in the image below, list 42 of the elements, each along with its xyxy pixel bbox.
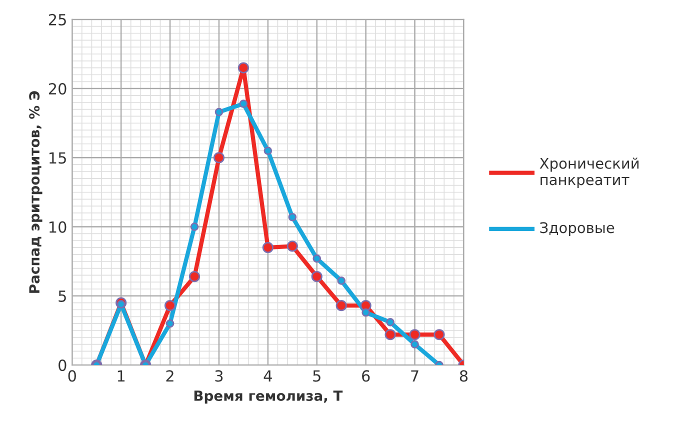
x-tick-label: 8 xyxy=(460,370,468,382)
y-axis-title: Распад эритроцитов, % Э xyxy=(29,91,42,293)
point xyxy=(410,340,419,348)
point xyxy=(213,152,225,164)
y-tick-label: 25 xyxy=(48,14,66,26)
point xyxy=(190,222,199,231)
y-tick-label: 10 xyxy=(50,221,66,233)
point xyxy=(262,242,274,254)
x-tick-label: 6 xyxy=(362,370,370,382)
point xyxy=(264,146,272,155)
point xyxy=(166,319,174,328)
point xyxy=(239,100,248,108)
point xyxy=(286,240,298,252)
x-tick-label: 3 xyxy=(215,370,223,382)
point xyxy=(164,300,176,312)
point xyxy=(336,300,347,312)
point xyxy=(384,329,396,340)
point xyxy=(312,254,322,263)
y-tick-label: 20 xyxy=(48,83,66,95)
point xyxy=(386,318,394,326)
point xyxy=(362,308,370,317)
point xyxy=(337,276,346,285)
point xyxy=(288,212,297,222)
x-tick-label: 5 xyxy=(313,370,320,382)
point xyxy=(188,271,200,282)
x-axis-title: Время гемолиза, Т xyxy=(194,390,343,404)
x-tick-label: 1 xyxy=(118,370,125,382)
y-tick-label: 15 xyxy=(50,152,66,164)
legend-label: Здоровые xyxy=(540,222,614,236)
point xyxy=(214,108,224,116)
point xyxy=(434,329,445,340)
point xyxy=(409,329,420,340)
point xyxy=(116,300,126,308)
x-tick-label: 2 xyxy=(166,370,174,382)
point xyxy=(238,62,250,74)
x-tick-label: 4 xyxy=(264,370,272,382)
x-tick-label: 0 xyxy=(68,370,76,382)
y-tick-label: 5 xyxy=(58,290,66,302)
y-tick-label: 0 xyxy=(58,360,66,372)
point xyxy=(311,271,322,282)
legend-label: Хронический панкреатит xyxy=(540,158,639,188)
x-tick-label: 7 xyxy=(411,370,418,382)
